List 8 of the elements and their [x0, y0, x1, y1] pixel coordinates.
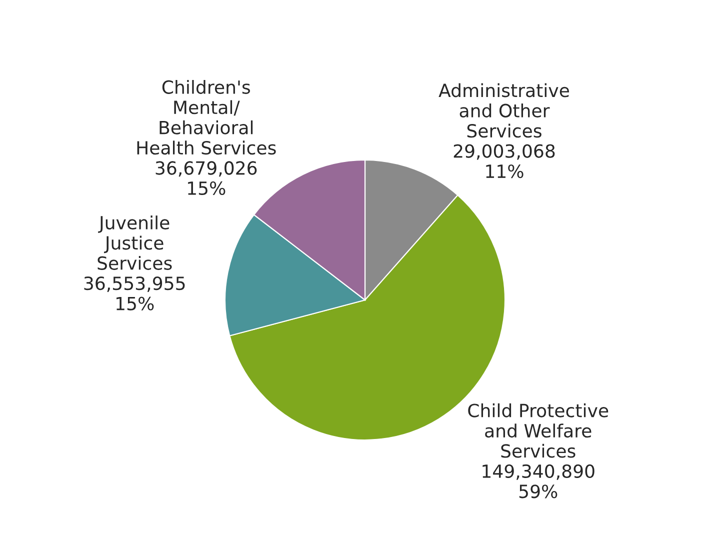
- data-label: 149,340,890 59%: [482, 464, 594, 498]
- slice-label: Juvenile Justice Services: [98, 216, 172, 270]
- data-label: 36,553,955 15%: [84, 276, 185, 310]
- slice-label: Children's Mental/ Behavioral Health Services: [137, 80, 276, 155]
- data-label: 29,003,068 11%: [454, 144, 555, 178]
- data-label: 36,679,026 15%: [156, 161, 257, 196]
- slice-label: Child Protective and Welfare Services: [468, 403, 608, 458]
- slice-label: Administrative and Other Services: [438, 83, 569, 138]
